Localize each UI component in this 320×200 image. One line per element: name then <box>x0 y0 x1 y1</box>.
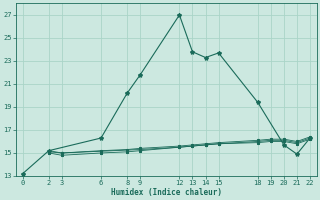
X-axis label: Humidex (Indice chaleur): Humidex (Indice chaleur) <box>111 188 222 197</box>
